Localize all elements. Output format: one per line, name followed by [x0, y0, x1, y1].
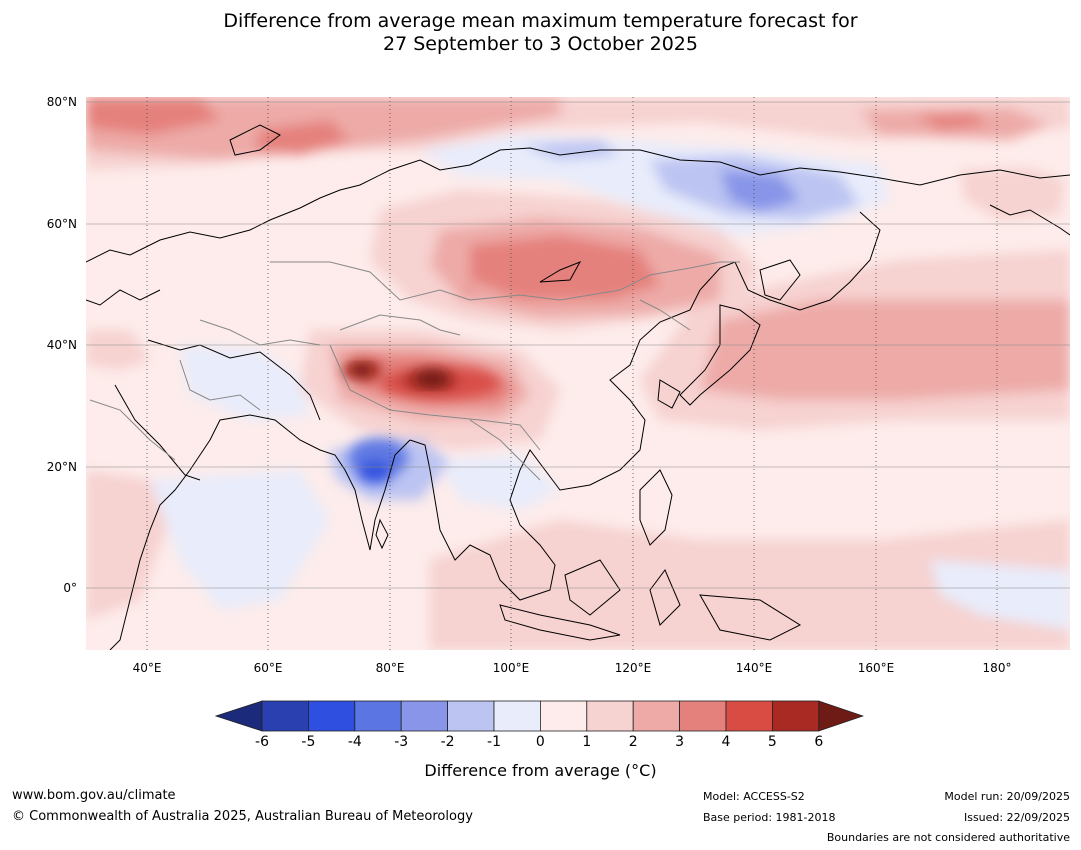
- anomaly-east-africa: [86, 470, 170, 620]
- colorbar-tick-label: -3: [394, 734, 409, 750]
- colorbar-cell: [632, 700, 681, 732]
- anomaly-tibet-hot-core: [416, 371, 448, 387]
- graticule-meridians: [146, 97, 998, 650]
- colorbar-cell: [354, 700, 402, 732]
- map-title-line-2: 27 September to 3 October 2025: [383, 33, 698, 55]
- colorbar-extend-low: [214, 700, 263, 732]
- colorbar-cell: [447, 700, 495, 732]
- colorbar-cell: [400, 700, 449, 732]
- anomaly-maritime-continent: [430, 520, 1070, 650]
- lon-label-60e: 60°E: [253, 661, 283, 675]
- anomaly-taimyr-cool: [520, 140, 620, 160]
- lat-label-40n: 40°N: [46, 338, 77, 352]
- colorbar-cell: [725, 700, 773, 732]
- anomaly-pacific-cool: [930, 560, 1070, 630]
- issued-date: Issued: 22/09/2025: [963, 811, 1070, 824]
- anomaly-chukotka: [960, 168, 1065, 220]
- colorbar-cell: [540, 700, 588, 732]
- lat-label-0: 0°: [63, 581, 77, 595]
- website-link[interactable]: www.bom.gov.au/climate: [12, 788, 176, 803]
- colorbar-cell: [586, 700, 634, 732]
- lon-label-100e: 100°E: [492, 661, 530, 675]
- lon-label-160e: 160°E: [857, 661, 895, 675]
- colorbar-tick-label: 2: [628, 734, 638, 750]
- colorbar-tick-label: 4: [721, 734, 731, 750]
- graticule-parallels: [86, 101, 1070, 589]
- model-run-date: Model run: 20/09/2025: [944, 790, 1070, 803]
- anomaly-iran-cool: [180, 345, 310, 420]
- anomaly-kara-sea: [255, 120, 350, 155]
- colorbar-label: Difference from average (°C): [424, 761, 657, 780]
- anomaly-arctic-core: [86, 97, 220, 135]
- colorbar-extend-high: [818, 700, 865, 732]
- colorbar-tick-label: 3: [675, 734, 685, 750]
- anomaly-arabian-sea-cool: [150, 470, 330, 610]
- anomaly-north-pacific-mid: [700, 300, 1070, 400]
- anomaly-siberia-cool-core: [720, 170, 800, 212]
- lat-label-80n: 80°N: [46, 95, 77, 109]
- anomaly-laptev-core: [915, 113, 985, 130]
- colorbar-tick-label: 0: [535, 734, 545, 750]
- lon-label-80e: 80°E: [375, 661, 405, 675]
- anomaly-indochina-cool: [440, 455, 560, 510]
- coastlines: [86, 124, 1070, 650]
- copyright-text: © Commonwealth of Australia 2025, Austra…: [12, 809, 473, 824]
- lon-label-40e: 40°E: [132, 661, 162, 675]
- boundaries-disclaimer: Boundaries are not considered authoritat…: [826, 831, 1070, 844]
- model-name: Model: ACCESS-S2: [703, 790, 805, 803]
- colorbar-tick-label: -1: [487, 734, 501, 750]
- colorbar-cell: [493, 700, 541, 732]
- lat-label-60n: 60°N: [46, 217, 77, 231]
- colorbar-tick-label: 1: [582, 734, 592, 750]
- colorbar-tick-label: -6: [255, 734, 269, 750]
- colorbar-cell: [679, 700, 727, 732]
- lon-label-180: 180°: [982, 661, 1012, 675]
- lon-label-120e: 120°E: [614, 661, 652, 675]
- colorbar-cell: [772, 700, 820, 732]
- lon-label-140e: 140°E: [735, 661, 773, 675]
- colorbar-tick-label: -5: [301, 734, 316, 750]
- lat-label-20n: 20°N: [46, 460, 77, 474]
- anomaly-turkey: [86, 330, 150, 370]
- colorbar-tick-label: -4: [347, 734, 362, 750]
- colorbar-tick-label: 5: [767, 734, 777, 750]
- colorbar-tick-label: 6: [814, 734, 824, 750]
- colorbar-cell: [307, 700, 356, 732]
- colorbar-tick-label: -2: [440, 734, 455, 750]
- base-period: Base period: 1981-2018: [703, 811, 836, 824]
- map-title-line-1: Difference from average mean maximum tem…: [223, 10, 858, 32]
- colorbar-cell: [261, 700, 309, 732]
